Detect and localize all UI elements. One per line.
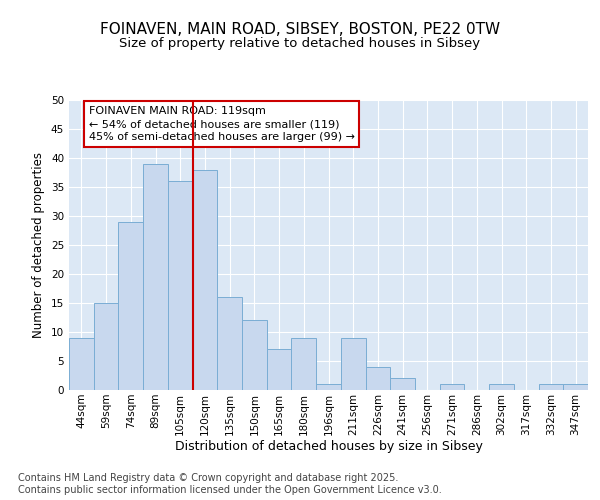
Bar: [217, 297, 242, 390]
Text: FOINAVEN, MAIN ROAD, SIBSEY, BOSTON, PE22 0TW: FOINAVEN, MAIN ROAD, SIBSEY, BOSTON, PE2…: [100, 22, 500, 38]
Bar: [118, 222, 143, 390]
Bar: [292, 338, 316, 390]
Bar: [143, 164, 168, 390]
Text: Contains HM Land Registry data © Crown copyright and database right 2025.
Contai: Contains HM Land Registry data © Crown c…: [18, 474, 442, 495]
Bar: [242, 320, 267, 390]
Bar: [94, 303, 118, 390]
Bar: [539, 384, 563, 390]
X-axis label: Distribution of detached houses by size in Sibsey: Distribution of detached houses by size …: [175, 440, 482, 454]
Bar: [489, 384, 514, 390]
Bar: [341, 338, 365, 390]
Bar: [193, 170, 217, 390]
Text: Size of property relative to detached houses in Sibsey: Size of property relative to detached ho…: [119, 38, 481, 51]
Bar: [267, 350, 292, 390]
Bar: [440, 384, 464, 390]
Bar: [69, 338, 94, 390]
Bar: [365, 367, 390, 390]
Bar: [316, 384, 341, 390]
Y-axis label: Number of detached properties: Number of detached properties: [32, 152, 46, 338]
Bar: [168, 181, 193, 390]
Bar: [563, 384, 588, 390]
Text: FOINAVEN MAIN ROAD: 119sqm
← 54% of detached houses are smaller (119)
45% of sem: FOINAVEN MAIN ROAD: 119sqm ← 54% of deta…: [89, 106, 355, 142]
Bar: [390, 378, 415, 390]
